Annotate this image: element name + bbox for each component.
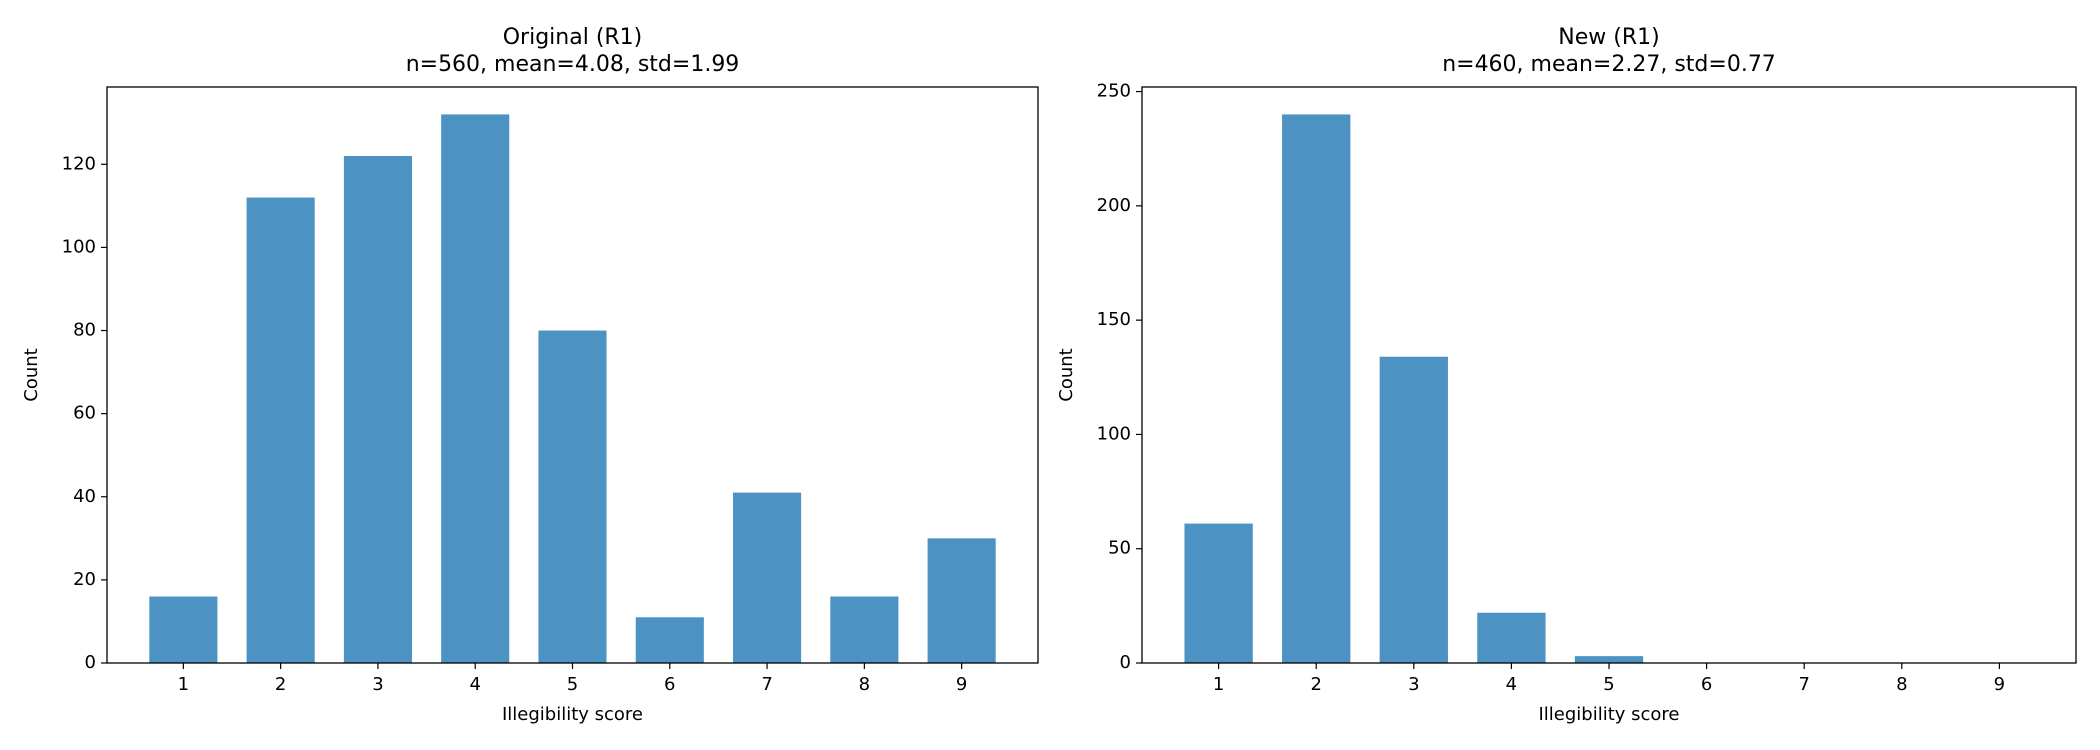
bar: [635, 617, 704, 663]
y-tick-label: 100: [62, 236, 96, 257]
y-tick-label: 20: [73, 569, 96, 590]
y-tick-label: 120: [62, 153, 96, 174]
y-tick-label: 250: [1097, 81, 1131, 102]
x-tick-label: 5: [1603, 674, 1614, 695]
bar: [927, 538, 996, 663]
x-tick-label: 4: [1506, 674, 1517, 695]
bar: [1379, 356, 1448, 663]
y-axis-label: Count: [21, 348, 42, 401]
chart-title: Original (R1): [503, 25, 643, 50]
x-tick-label: 9: [956, 674, 967, 695]
x-tick-label: 3: [372, 674, 383, 695]
x-tick-label: 4: [469, 674, 480, 695]
bar: [1574, 656, 1644, 663]
y-tick-label: 200: [1097, 195, 1131, 216]
chart-title: New (R1): [1558, 25, 1659, 50]
y-tick-label: 0: [85, 652, 96, 673]
x-tick-label: 9: [1994, 674, 2005, 695]
y-tick-label: 40: [73, 486, 96, 507]
plot-frame: [1141, 86, 2077, 664]
x-tick-label: 6: [1701, 674, 1712, 695]
bar: [1477, 612, 1546, 663]
x-tick-label: 2: [1310, 674, 1321, 695]
x-tick-label: 6: [664, 674, 675, 695]
y-tick-label: 100: [1097, 423, 1131, 444]
bar: [343, 155, 412, 664]
x-tick-label: 3: [1408, 674, 1419, 695]
y-tick-label: 80: [73, 320, 96, 341]
x-tick-label: 7: [761, 674, 772, 695]
plot-frame: [106, 86, 1039, 664]
x-tick-label: 8: [859, 674, 870, 695]
chart-subtitle: n=460, mean=2.27, std=0.77: [1442, 52, 1776, 77]
x-tick-label: 5: [567, 674, 578, 695]
bar: [441, 114, 510, 663]
bar: [1184, 523, 1253, 663]
y-tick-label: 150: [1097, 309, 1131, 330]
bar: [538, 330, 607, 663]
x-tick-label: 1: [1213, 674, 1224, 695]
x-axis-label: Illegibility score: [502, 704, 643, 725]
bar: [1282, 114, 1351, 663]
x-tick-label: 2: [275, 674, 286, 695]
x-axis-label: Illegibility score: [1538, 704, 1679, 725]
bar: [830, 596, 899, 663]
y-tick-label: 0: [1120, 652, 1131, 673]
x-tick-label: 8: [1896, 674, 1907, 695]
x-tick-label: 7: [1798, 674, 1809, 695]
chart-subtitle: n=560, mean=4.08, std=1.99: [406, 52, 740, 77]
x-tick-label: 1: [178, 674, 189, 695]
y-tick-label: 60: [73, 403, 96, 424]
y-tick-label: 50: [1108, 538, 1131, 559]
bar: [733, 492, 802, 663]
bar: [149, 596, 218, 663]
y-axis-label: Count: [1056, 348, 1077, 401]
bar: [246, 197, 315, 663]
